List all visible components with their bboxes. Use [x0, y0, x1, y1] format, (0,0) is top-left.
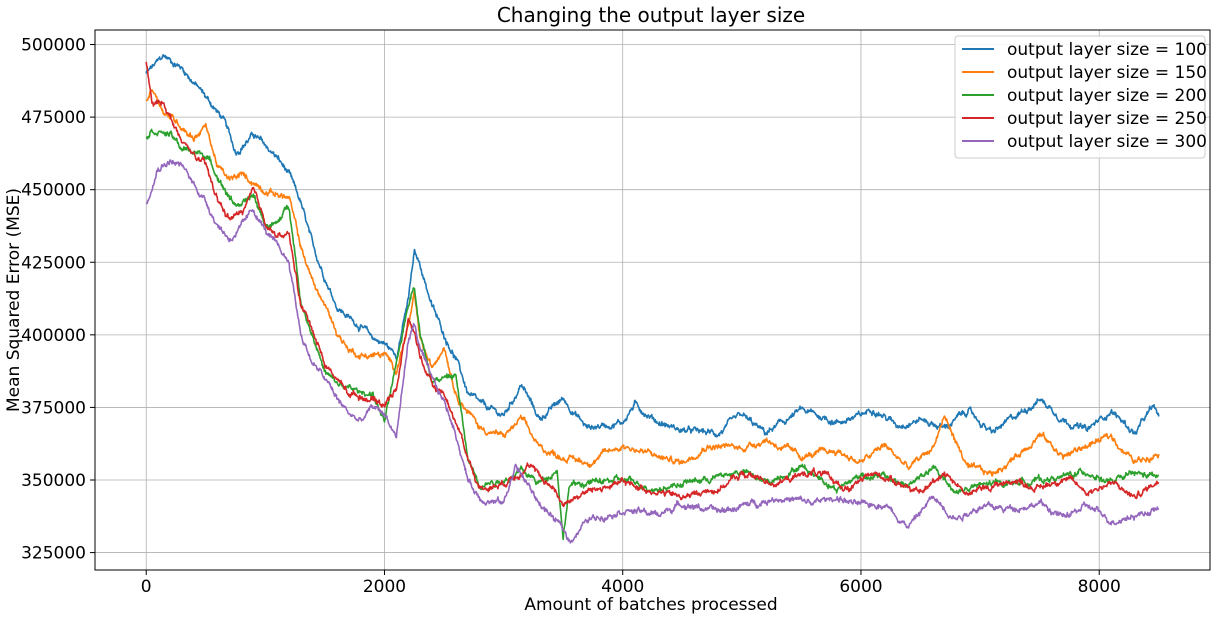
y-tick-label: 350000	[21, 471, 86, 491]
legend-entry: output layer size = 300	[1007, 132, 1207, 152]
legend-entry: output layer size = 250	[1007, 109, 1207, 129]
chart-title: Changing the output layer size	[497, 3, 805, 27]
plot-frame	[94, 29, 1211, 571]
legend-entry: output layer size = 200	[1007, 86, 1207, 106]
x-tick-label: 2000	[363, 577, 406, 597]
y-tick-label: 475000	[21, 108, 86, 128]
x-axis-ticks: 0 2000 4000 6000 8000	[141, 570, 1121, 597]
y-tick-label: 375000	[21, 398, 86, 418]
y-tick-label: 500000	[21, 36, 86, 56]
y-axis-ticks: 325000 350000 375000 400000 425000 450000 4750…	[21, 36, 95, 564]
y-tick-label: 325000	[21, 544, 86, 564]
series-line-3	[145, 128, 1160, 541]
series-line-2	[145, 89, 1160, 477]
y-tick-label: 450000	[21, 181, 86, 201]
y-tick-label: 425000	[21, 253, 86, 273]
series-lines	[145, 54, 1160, 544]
series-line-4	[145, 61, 1160, 508]
legend: output layer size = 100 output layer size…	[954, 35, 1207, 159]
x-axis-label: Amount of batches processed	[524, 595, 777, 615]
y-tick-label: 400000	[21, 326, 86, 346]
series-line-5	[145, 159, 1160, 544]
x-tick-label: 8000	[1078, 577, 1121, 597]
legend-entry: output layer size = 150	[1007, 63, 1207, 83]
x-tick-label: 0	[141, 577, 152, 597]
legend-entry: output layer size = 100	[1007, 40, 1207, 60]
series-line-1	[145, 54, 1160, 438]
y-axis-label: Mean Squared Error (MSE)	[4, 188, 24, 412]
legend-box	[954, 35, 1206, 159]
x-tick-label: 4000	[601, 577, 644, 597]
x-tick-label: 6000	[839, 577, 882, 597]
